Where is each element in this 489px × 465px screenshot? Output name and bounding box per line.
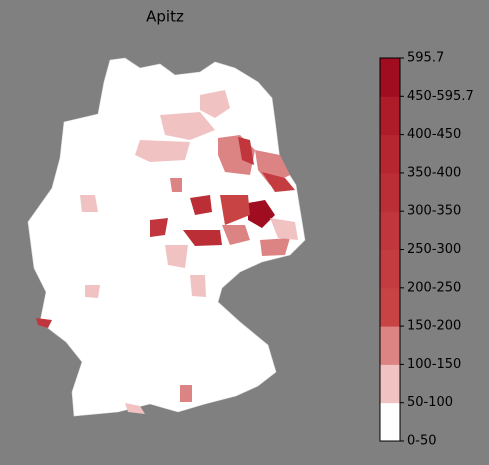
region <box>125 403 145 414</box>
colorbar-segment <box>380 402 400 442</box>
colorbar-label: 350-400 <box>407 165 461 180</box>
region <box>260 238 290 256</box>
region <box>270 218 298 240</box>
colorbar-label: 300-350 <box>407 204 461 219</box>
region <box>220 195 250 225</box>
map <box>27 57 306 417</box>
region <box>85 285 100 298</box>
region <box>36 318 52 328</box>
colorbar-label: 100-150 <box>407 357 461 372</box>
colorbar-segment <box>380 211 400 250</box>
colorbar-label: 450-595.7 <box>407 89 474 104</box>
colorbar-label: 150-200 <box>407 319 461 334</box>
colorbar-segment <box>380 172 400 212</box>
colorbar-label: 0-50 <box>407 434 437 449</box>
region <box>170 178 182 192</box>
colorbar-segment <box>380 134 400 174</box>
region <box>165 245 188 268</box>
region <box>255 150 290 185</box>
colorbar-label: 200-250 <box>407 280 461 295</box>
colorbar-segment <box>380 287 400 327</box>
region <box>222 225 250 245</box>
colorbar-segment <box>380 249 400 289</box>
colorbar-segment <box>380 96 400 136</box>
region <box>150 218 168 237</box>
region <box>160 112 215 140</box>
region <box>80 195 98 212</box>
region <box>135 140 190 162</box>
region <box>180 385 192 402</box>
colorbar-label: 50-100 <box>407 395 453 410</box>
region <box>262 172 295 192</box>
region <box>190 195 212 215</box>
map-title: Apitz <box>146 8 184 26</box>
colorbar-segment <box>380 364 400 404</box>
colorbar-segment <box>380 326 400 365</box>
colorbar-label: 400-450 <box>407 127 461 142</box>
region <box>190 275 206 297</box>
region <box>248 200 275 228</box>
colorbar-label: 250-300 <box>407 242 461 257</box>
region <box>200 90 230 118</box>
colorbar-segment <box>380 58 400 97</box>
region <box>183 230 222 246</box>
colorbar-label: 595.7 <box>407 51 444 66</box>
region <box>238 137 254 165</box>
